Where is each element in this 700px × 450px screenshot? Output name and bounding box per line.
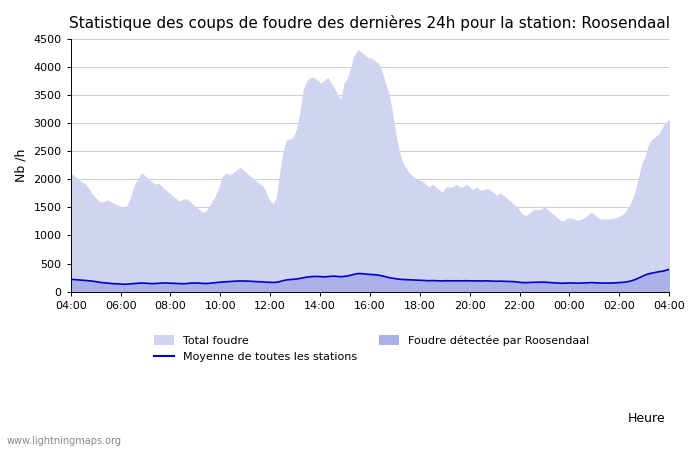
Text: Heure: Heure [627, 412, 665, 425]
Title: Statistique des coups de foudre des dernières 24h pour la station: Roosendaal: Statistique des coups de foudre des dern… [69, 15, 671, 31]
Y-axis label: Nb /h: Nb /h [15, 148, 28, 182]
Text: www.lightningmaps.org: www.lightningmaps.org [7, 436, 122, 446]
Legend: Total foudre, Moyenne de toutes les stations, Foudre détectée par Roosendaal: Total foudre, Moyenne de toutes les stat… [154, 335, 589, 362]
